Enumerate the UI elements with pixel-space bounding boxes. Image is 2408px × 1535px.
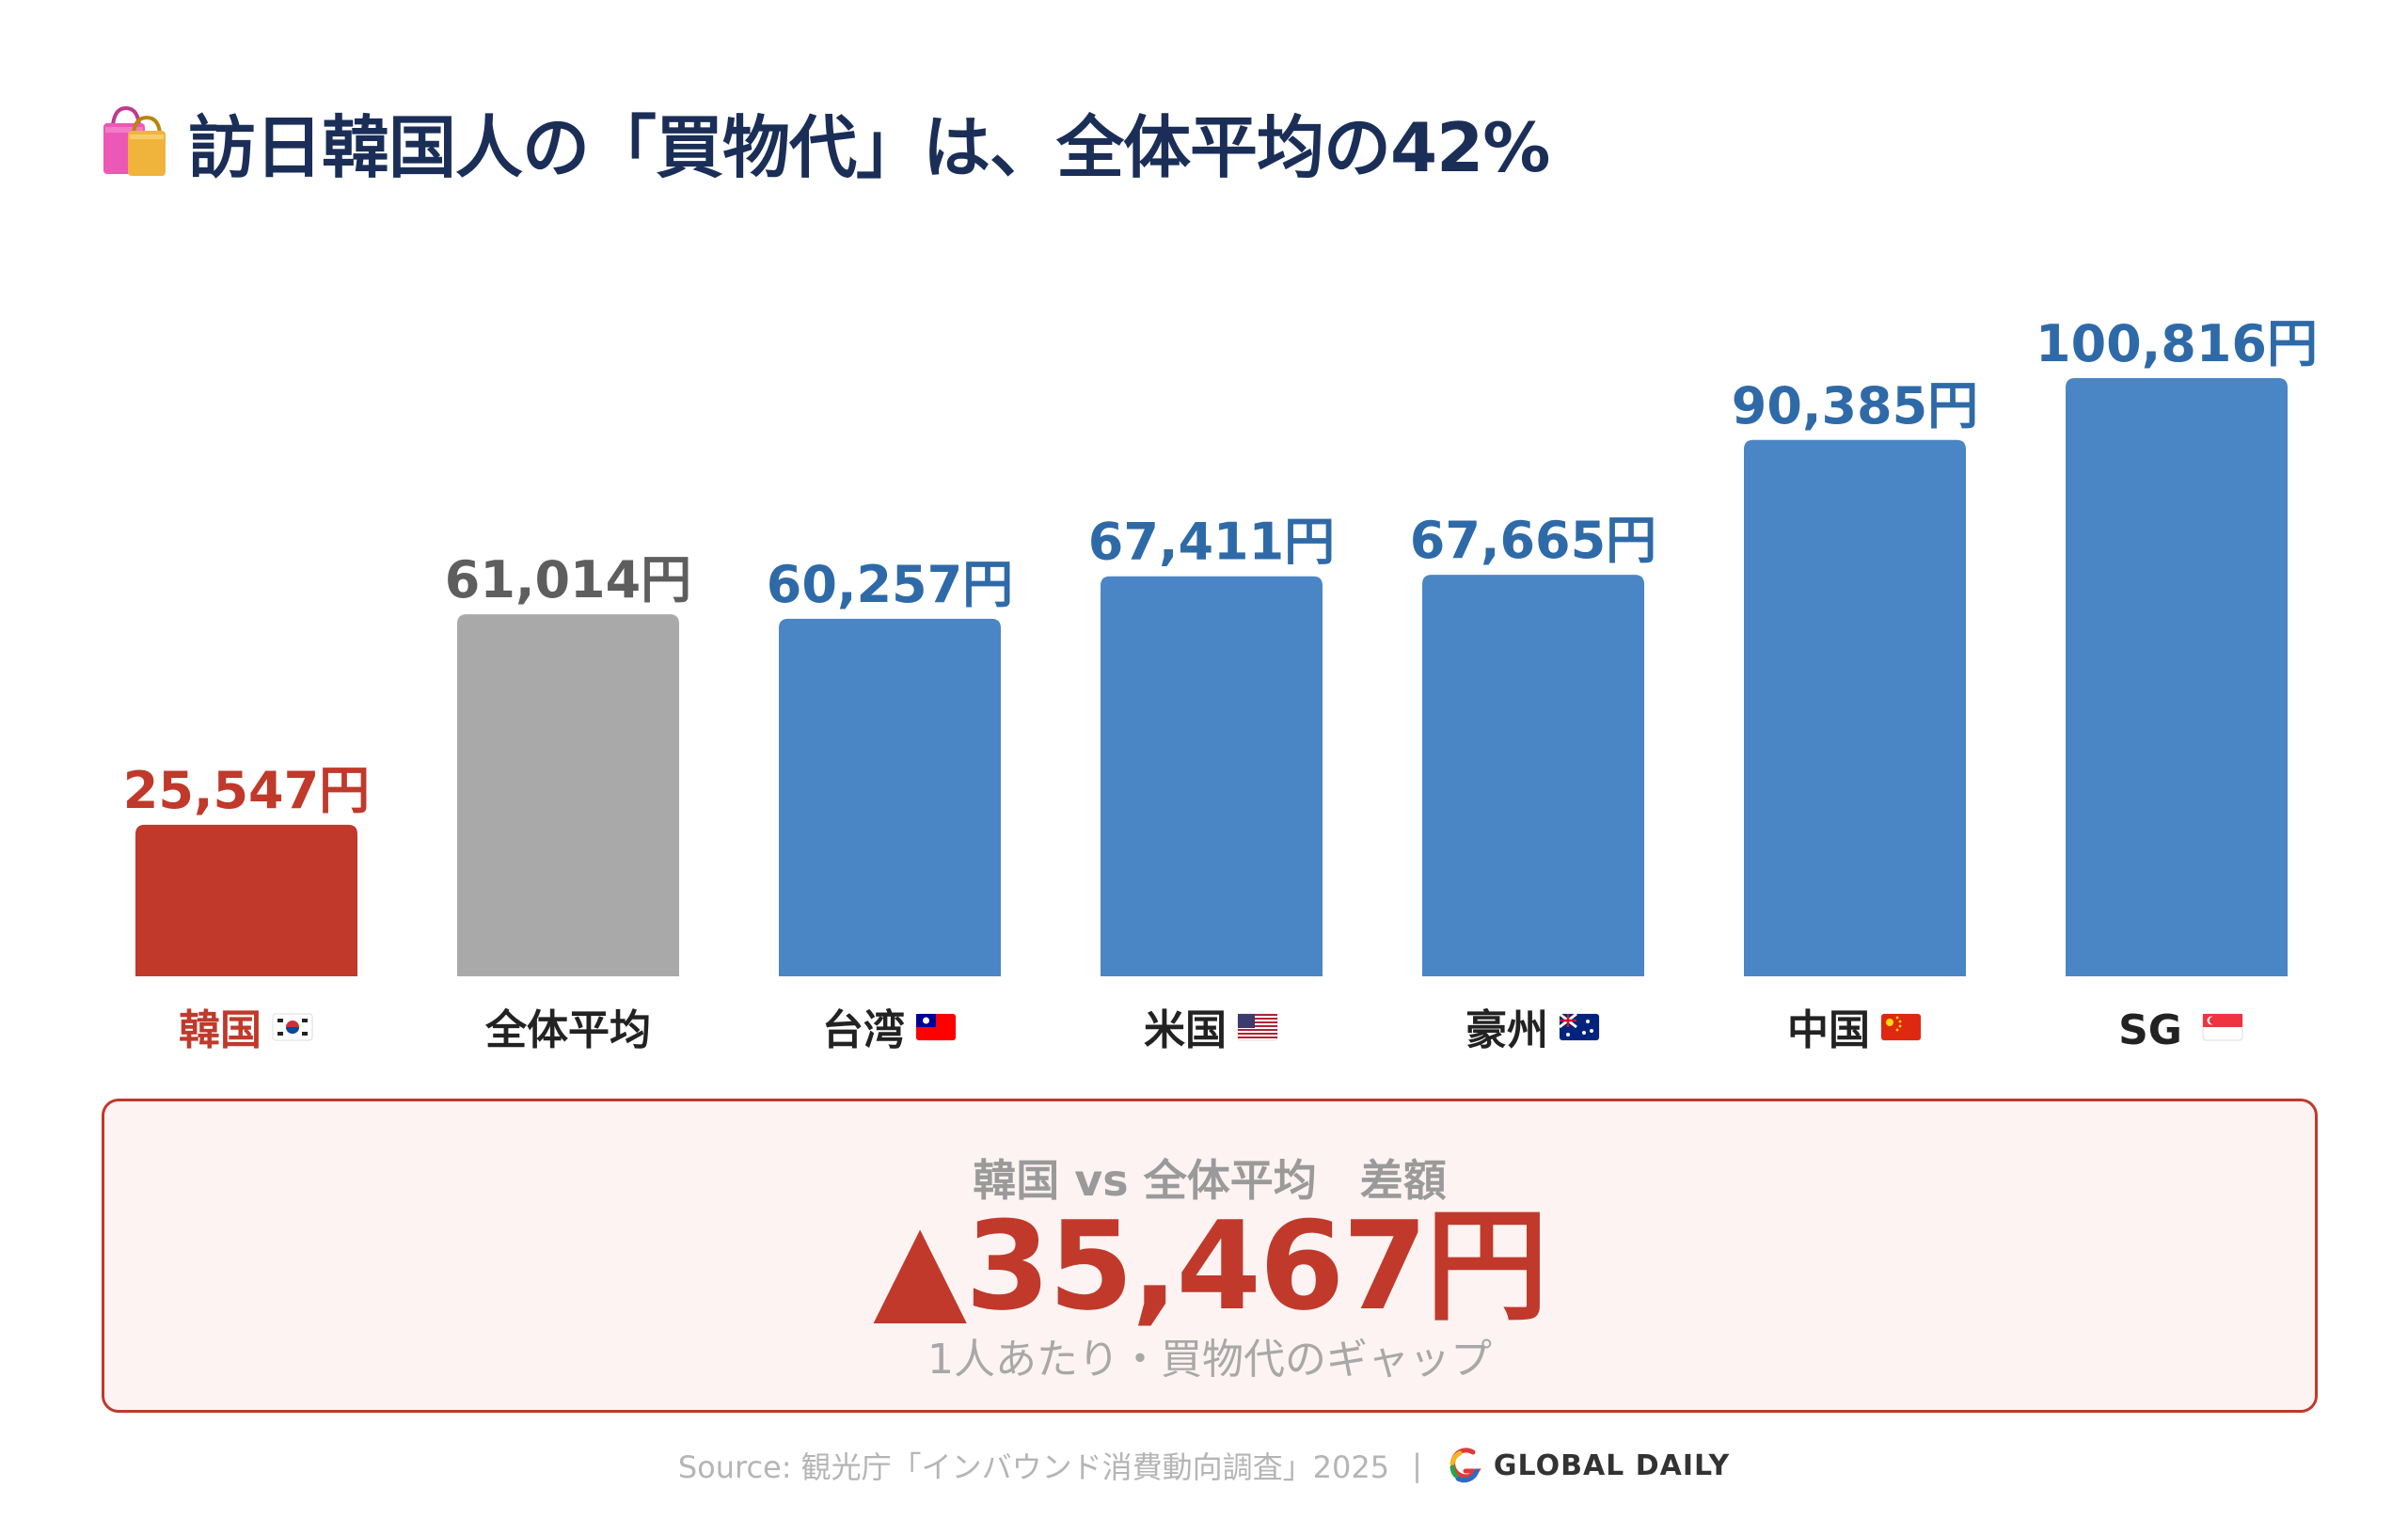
title-row: 訪日韓国人の「買物代」は、全体平均の42% [100, 94, 1550, 188]
bar-4 [1422, 575, 1644, 976]
bar-2 [779, 618, 1001, 976]
source-text: Source: 観光庁「インバウンド消費動向調査」2025 [677, 1449, 1390, 1485]
category-label-1: 全体平均 [484, 1006, 651, 1054]
bar-3 [1101, 576, 1323, 976]
summary-difference-value: ▲35,467円 [873, 1195, 1548, 1337]
value-label-3: 67,411円 [1088, 513, 1335, 572]
value-label-6: 100,816円 [2036, 314, 2318, 373]
category-label-group-6: SG [2118, 1006, 2243, 1054]
brand-name: GLOBAL DAILY [1493, 1448, 1731, 1482]
category-label-4: 豪州 [1465, 1006, 1548, 1054]
difference-summary-box: 韓国 vs 全体平均 差額 ▲35,467円 1人あたり・買物代のギャップ [102, 1099, 2318, 1413]
category-label-0: 韓国 [179, 1006, 261, 1054]
category-label-3: 米国 [1144, 1006, 1227, 1054]
footer-separator: | [1412, 1448, 1422, 1483]
value-label-1: 61,014円 [445, 550, 691, 609]
bar-0 [135, 824, 357, 976]
summary-label: 韓国 vs 全体平均 差額 [973, 1155, 1447, 1206]
cn-flag-icon [1880, 1013, 1922, 1041]
bars-layer [135, 378, 2288, 976]
au-flag-icon [1559, 1012, 1600, 1041]
category-label-group-0: 韓国 [179, 1006, 313, 1054]
bar-6 [2066, 378, 2288, 976]
shopping-bags-icon [103, 105, 166, 176]
bar-1 [457, 614, 679, 976]
bar-5 [1744, 439, 1966, 976]
value-label-0: 25,547円 [123, 761, 370, 820]
value-label-4: 67,665円 [1410, 511, 1656, 570]
value-label-5: 90,385円 [1732, 376, 1978, 435]
category-label-6: SG [2118, 1006, 2182, 1054]
category-label-2: 台湾 [822, 1006, 905, 1054]
value-label-2: 60,257円 [767, 555, 1013, 614]
sg-flag-icon [2202, 1013, 2243, 1041]
kr-flag-icon [272, 1013, 313, 1041]
category-label-group-1: 全体平均 [484, 1006, 651, 1054]
brand: GLOBAL DAILY [1445, 1445, 1730, 1486]
category-label-group-5: 中国 [1787, 1006, 1922, 1054]
us-flag-icon [1237, 1013, 1278, 1041]
category-label-group-4: 豪州 [1465, 1006, 1600, 1054]
page-title: 訪日韓国人の「買物代」は、全体平均の42% [188, 107, 1550, 187]
summary-note: 1人あたり・買物代のギャップ [927, 1336, 1492, 1384]
tw-flag-icon [915, 1013, 957, 1041]
category-label-group-2: 台湾 [822, 1006, 957, 1054]
category-label-group-3: 米国 [1144, 1006, 1278, 1054]
footer: Source: 観光庁「インバウンド消費動向調査」2025 | GLOBAL D… [0, 1439, 2408, 1492]
global-daily-logo-icon [1450, 1448, 1481, 1483]
category-label-5: 中国 [1787, 1006, 1870, 1054]
